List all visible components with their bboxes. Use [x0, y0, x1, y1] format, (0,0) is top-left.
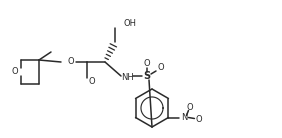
Text: OH: OH	[123, 19, 136, 29]
Text: S: S	[144, 71, 151, 81]
Text: N: N	[181, 113, 188, 122]
Text: O: O	[144, 59, 150, 68]
Text: O: O	[158, 63, 164, 72]
Text: O: O	[68, 58, 74, 67]
Text: O: O	[89, 78, 95, 87]
Text: O: O	[186, 103, 193, 112]
Text: O: O	[195, 115, 202, 124]
Text: NH: NH	[121, 74, 133, 83]
Text: O: O	[12, 67, 18, 76]
